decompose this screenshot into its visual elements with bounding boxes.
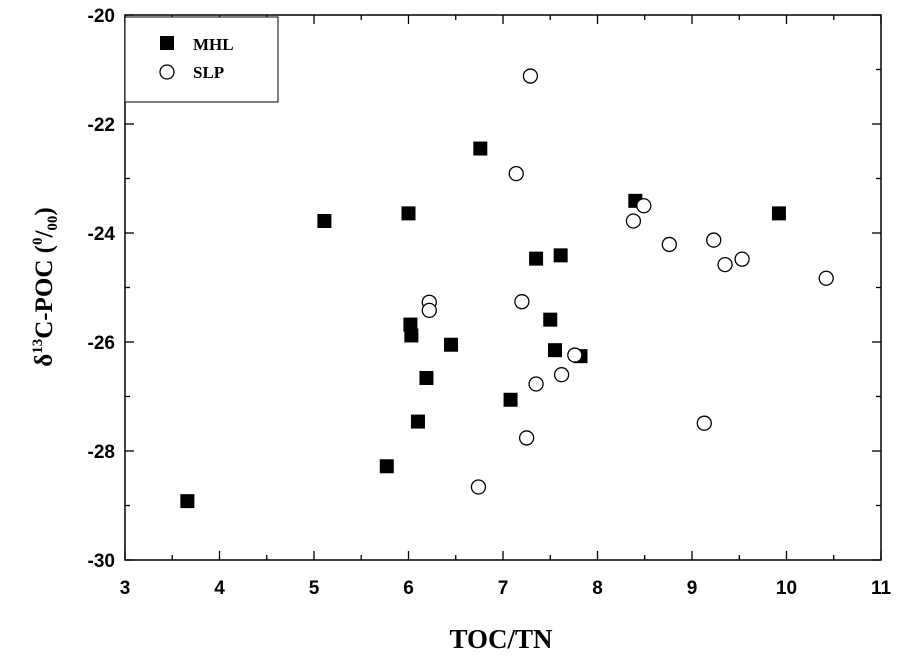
x-tick-label: 10	[776, 578, 797, 599]
point-mhl	[771, 206, 786, 221]
point-mhl	[543, 312, 558, 327]
point-mhl	[180, 494, 195, 509]
y-tick-label: -28	[88, 442, 115, 463]
point-slp	[717, 256, 733, 273]
point-mhl	[547, 343, 562, 358]
point-mhl	[403, 317, 418, 332]
y-tick-label: -22	[88, 115, 115, 136]
data-points	[180, 68, 834, 509]
point-slp	[734, 251, 750, 267]
point-slp	[661, 236, 677, 253]
point-mhl	[503, 392, 518, 407]
point-slp	[522, 68, 539, 84]
x-tick-label: 11	[871, 578, 892, 599]
plot-area: 3 4 5 6 7 8 9 10 11 -30 -28 -26 -24 -22 -20	[88, 6, 892, 599]
point-mhl	[317, 214, 332, 229]
x-tick-label: 4	[214, 578, 225, 599]
point-mhl	[401, 206, 416, 221]
point-mhl	[553, 248, 568, 263]
x-axis-title: TOC/TN	[449, 624, 553, 654]
point-mhl	[379, 459, 394, 474]
x-axis-tick-labels: 3 4 5 6 7 8 9 10 11	[120, 578, 892, 599]
x-tick-label: 7	[498, 578, 509, 599]
point-mhl	[473, 141, 488, 156]
legend-slp-label: SLP	[193, 63, 224, 82]
legend-mhl-label: MHL	[193, 35, 234, 54]
x-tick-label: 5	[309, 578, 320, 599]
x-tick-label: 8	[592, 578, 603, 599]
point-slp	[470, 479, 487, 495]
x-tick-label: 3	[120, 578, 131, 599]
point-mhl	[444, 337, 459, 352]
y-tick-label: -26	[88, 333, 115, 354]
x-tick-label: 6	[403, 578, 414, 599]
point-slp	[818, 270, 834, 286]
point-slp	[421, 302, 437, 319]
y-axis-tick-labels: -30 -28 -26 -24 -22 -20	[88, 6, 116, 572]
legend-slp-marker	[159, 64, 175, 80]
legend-mhl-marker	[160, 36, 174, 50]
y-tick-label: -20	[88, 6, 115, 27]
point-slp	[553, 367, 570, 383]
legend-box	[124, 16, 279, 103]
point-slp	[514, 294, 530, 310]
point-mhl	[410, 414, 425, 429]
point-slp	[625, 213, 642, 229]
point-slp	[518, 430, 535, 446]
point-mhl	[529, 251, 544, 266]
point-slp	[636, 198, 652, 214]
point-slp	[567, 347, 583, 363]
point-slp	[696, 415, 712, 431]
y-tick-label: -24	[88, 224, 116, 245]
x-tick-label: 9	[687, 578, 698, 599]
point-slp	[528, 376, 544, 392]
y-axis-title: δ13C-POC (0/00)	[30, 207, 61, 367]
point-slp	[706, 232, 722, 248]
legend: MHL SLP	[124, 16, 279, 103]
point-slp	[508, 165, 524, 182]
y-tick-label: -30	[88, 551, 115, 572]
y-axis-ticks	[125, 14, 881, 561]
point-mhl	[419, 370, 434, 385]
point-mhl	[404, 328, 419, 343]
